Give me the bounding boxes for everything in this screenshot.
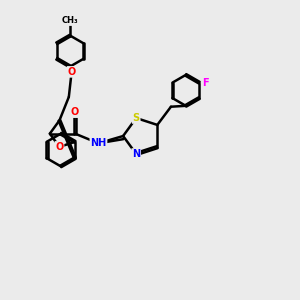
Text: O: O: [68, 67, 76, 77]
Text: O: O: [55, 142, 64, 152]
Text: N: N: [132, 149, 140, 159]
Text: F: F: [202, 78, 209, 88]
Text: NH: NH: [90, 138, 106, 148]
Text: O: O: [71, 107, 79, 117]
Text: CH₃: CH₃: [62, 16, 78, 25]
Text: S: S: [133, 113, 140, 123]
